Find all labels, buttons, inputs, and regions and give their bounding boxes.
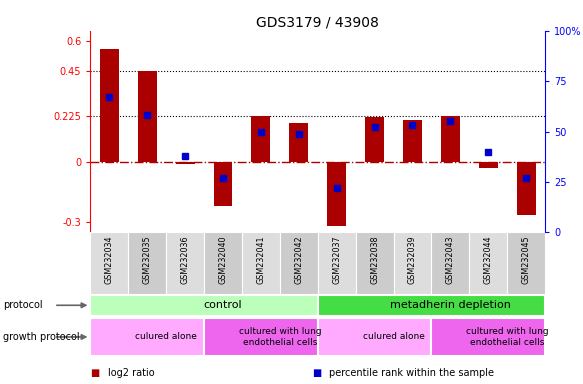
Text: GSM232039: GSM232039 xyxy=(408,235,417,284)
Text: protocol: protocol xyxy=(3,300,43,310)
Text: GSM232043: GSM232043 xyxy=(446,235,455,284)
Bar xyxy=(431,232,469,294)
Text: cultured with lung
endothelial cells: cultured with lung endothelial cells xyxy=(466,327,549,347)
Text: ■: ■ xyxy=(312,368,321,378)
Bar xyxy=(90,295,318,316)
Text: GSM232042: GSM232042 xyxy=(294,235,303,284)
Text: growth protocol: growth protocol xyxy=(3,332,79,342)
Bar xyxy=(175,162,195,164)
Bar xyxy=(403,121,422,162)
Bar xyxy=(356,232,394,294)
Bar xyxy=(204,318,318,356)
Text: cultured with lung
endothelial cells: cultured with lung endothelial cells xyxy=(238,327,321,347)
Text: GSM232035: GSM232035 xyxy=(143,235,152,284)
Text: ■: ■ xyxy=(90,368,100,378)
Bar xyxy=(90,318,204,356)
Bar xyxy=(90,232,128,294)
Bar xyxy=(204,232,242,294)
Bar xyxy=(166,232,204,294)
Text: culured alone: culured alone xyxy=(363,333,424,341)
Text: log2 ratio: log2 ratio xyxy=(108,368,154,378)
Text: GSM232045: GSM232045 xyxy=(522,235,531,284)
Bar xyxy=(431,318,545,356)
Bar xyxy=(517,162,536,215)
Text: metadherin depletion: metadherin depletion xyxy=(390,300,511,310)
Text: percentile rank within the sample: percentile rank within the sample xyxy=(329,368,494,378)
Bar xyxy=(280,232,318,294)
Bar xyxy=(469,232,507,294)
Bar xyxy=(479,162,498,168)
Bar xyxy=(242,232,280,294)
Bar xyxy=(318,232,356,294)
Text: GSM232034: GSM232034 xyxy=(105,235,114,284)
Title: GDS3179 / 43908: GDS3179 / 43908 xyxy=(257,16,379,30)
Bar xyxy=(327,162,346,226)
Text: control: control xyxy=(203,300,243,310)
Bar xyxy=(441,116,460,162)
Text: culured alone: culured alone xyxy=(135,333,197,341)
Bar xyxy=(318,295,545,316)
Bar xyxy=(394,232,431,294)
Bar xyxy=(365,118,384,162)
Text: GSM232037: GSM232037 xyxy=(332,235,341,284)
Text: GSM232044: GSM232044 xyxy=(484,235,493,284)
Bar xyxy=(289,124,308,162)
Text: GSM232041: GSM232041 xyxy=(257,235,265,284)
Text: GSM232036: GSM232036 xyxy=(181,235,189,284)
Bar xyxy=(128,232,166,294)
Text: GSM232040: GSM232040 xyxy=(219,235,227,284)
Bar xyxy=(507,232,545,294)
Bar xyxy=(213,162,233,206)
Bar xyxy=(318,318,431,356)
Text: GSM232038: GSM232038 xyxy=(370,235,379,284)
Bar xyxy=(138,71,157,162)
Bar xyxy=(251,116,271,162)
Bar xyxy=(100,49,119,162)
